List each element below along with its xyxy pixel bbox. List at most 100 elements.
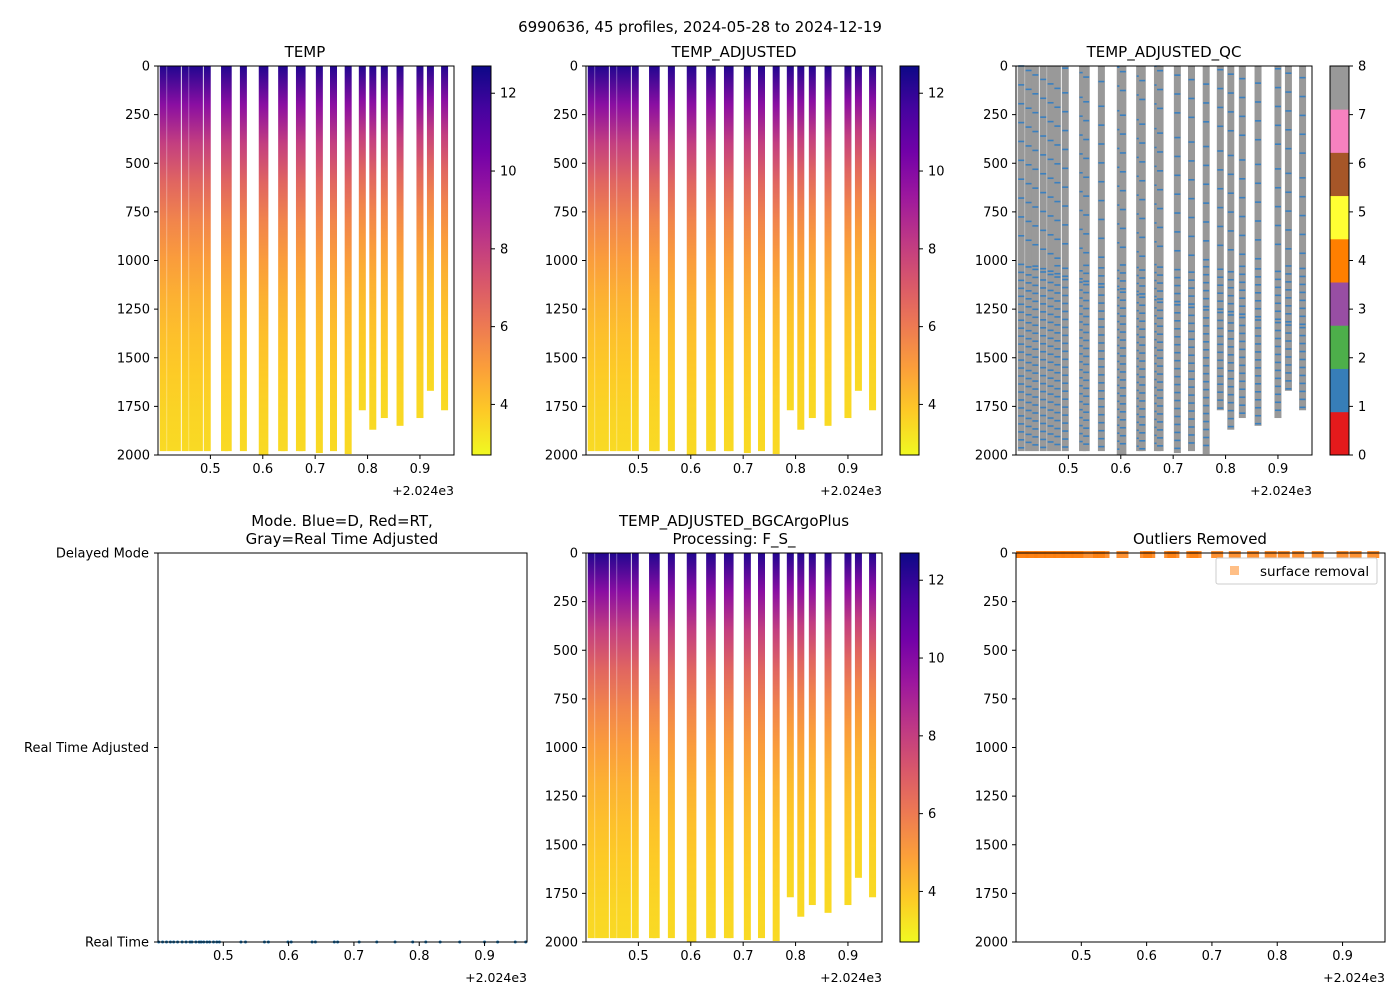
temp_adjusted_qc-profile-bar xyxy=(1119,66,1127,455)
temp-profile-bar xyxy=(224,66,232,452)
panel-temp-colorbar: 4 6 8 10 12 xyxy=(471,65,517,456)
panel-temp-adjusted-x-offset: +2.024e3 xyxy=(820,483,882,498)
temp-profile-bar xyxy=(344,66,352,455)
temp_adjusted-ytick-label: 1500 xyxy=(545,351,578,366)
temp_adjusted_qc-profile xyxy=(1138,66,1146,452)
temp-colorbar-tick-label: 12 xyxy=(500,87,517,102)
temp_adjusted-xtick-label: 0.6 xyxy=(680,462,701,477)
panel-temp-adjusted-qc-x-offset: +2.024e3 xyxy=(1250,483,1312,498)
temp-profile-bar xyxy=(380,66,388,419)
panel-temp-title: TEMP xyxy=(284,43,326,61)
outliers-marker xyxy=(1061,551,1074,558)
temp-profile-bar xyxy=(426,66,434,391)
temp_adjusted_bgc-profile-bar xyxy=(726,553,734,939)
outliers-ytick-label: 0 xyxy=(1000,547,1008,562)
outliers-marker xyxy=(1292,551,1305,558)
temp_adjusted-colorbar-tick-label: 8 xyxy=(928,242,936,257)
panel-temp-adjusted-qc-colorbar: 0 1 2 3 4 5 6 7 8 xyxy=(1329,60,1366,464)
outliers-ytick-label: 500 xyxy=(983,644,1008,659)
temp-xtick-label: 0.9 xyxy=(410,462,431,477)
temp_adjusted_qc-profile-bar xyxy=(1274,66,1282,419)
panel-outliers-title: Outliers Removed xyxy=(1133,530,1267,548)
temp_adjusted_qc-ytick-label: 500 xyxy=(983,157,1008,172)
temp_adjusted_qc-profile xyxy=(1097,66,1105,452)
temp-profile-bar xyxy=(358,66,366,411)
temp_adjusted-colorbar-frame xyxy=(899,65,920,456)
outliers-axes-frame xyxy=(1015,552,1386,943)
temp_adjusted-ytick-label: 250 xyxy=(553,108,578,123)
temp-colorbar-tick-label: 10 xyxy=(500,165,517,180)
temp_adjusted_qc-profile xyxy=(1119,66,1127,455)
legend-label: surface removal xyxy=(1260,564,1369,580)
temp_adjusted_bgc-colorbar-tick-label: 4 xyxy=(928,885,936,900)
temp-ytick-label: 250 xyxy=(125,108,150,123)
temp_adjusted_bgc-profile-bar xyxy=(808,553,816,906)
temp-xtick-label: 0.6 xyxy=(252,462,273,477)
temp_adjusted-profile-bar xyxy=(601,66,609,452)
temp_adjusted-profile-bar xyxy=(708,66,716,452)
outliers-marker xyxy=(1016,551,1029,558)
temp_adjusted_qc-colorbar-segment xyxy=(1330,411,1349,456)
temp_adjusted_qc-xtick-label: 0.7 xyxy=(1163,462,1184,477)
temp-profile-bar xyxy=(173,66,181,452)
temp_adjusted_bgc-profile-bar xyxy=(786,553,794,898)
temp_adjusted_bgc-profile-bar xyxy=(617,553,625,939)
panel-temp-adjusted-bgc-plot: 0.5 0.6 0.7 0.8 0.9 0 250 500 750 1000 1250 1500 175… xyxy=(545,547,883,964)
outliers-marker xyxy=(1043,551,1056,558)
temp_adjusted_bgc-profile-bar xyxy=(844,553,852,906)
temp_adjusted_qc-profile-bar xyxy=(1284,66,1292,391)
temp_adjusted_qc-profile-bar xyxy=(1238,66,1246,419)
outliers-xtick-label: 0.9 xyxy=(1332,949,1353,964)
temp_adjusted_bgc-profile-bar xyxy=(601,553,609,939)
temp_adjusted_qc-colorbar-tick-label: 7 xyxy=(1358,108,1366,123)
temp_adjusted-ytick-label: 500 xyxy=(553,157,578,172)
temp_adjusted_qc-colorbar-tick-label: 0 xyxy=(1358,449,1366,464)
temp-ytick-label: 500 xyxy=(125,157,150,172)
temp-xtick-label: 0.7 xyxy=(305,462,326,477)
temp_adjusted-colorbar-ramp xyxy=(900,66,919,455)
temp_adjusted_bgc-ytick-label: 1500 xyxy=(545,838,578,853)
temp_adjusted_qc-profile xyxy=(1254,66,1262,426)
temp_adjusted_qc-profile-bar xyxy=(1097,66,1105,452)
temp_adjusted-xtick-label: 0.9 xyxy=(838,462,859,477)
temp_adjusted-profile-bar xyxy=(631,66,639,452)
mode-ytick-label: Delayed Mode xyxy=(56,547,149,562)
temp_adjusted-ytick-label: 0 xyxy=(570,60,578,75)
temp_adjusted_qc-profile xyxy=(1188,66,1196,452)
panel-mode-x-offset: +2.024e3 xyxy=(465,970,527,985)
panel-temp-plot: 0.5 0.6 0.7 0.8 0.9 0 250 500 750 1000 1250 1500 175… xyxy=(117,60,455,477)
temp_adjusted_bgc-profile-bar xyxy=(854,553,862,878)
panel-outliers-x-offset: +2.024e3 xyxy=(1323,970,1385,985)
temp_adjusted_qc-xtick-label: 0.9 xyxy=(1268,462,1289,477)
temp_adjusted-xtick-label: 0.7 xyxy=(733,462,754,477)
outliers-marker xyxy=(1097,551,1110,558)
outliers-marker xyxy=(1277,551,1290,558)
temp_adjusted_qc-profile xyxy=(1156,66,1164,452)
outliers-marker xyxy=(1311,551,1324,558)
temp_adjusted_qc-colorbar-tick-label: 2 xyxy=(1358,351,1366,366)
temp_adjusted_bgc-colorbar-tick-label: 8 xyxy=(928,729,936,744)
panel-temp-adjusted-bgc-title-line-1: TEMP_ADJUSTED_BGCArgoPlus xyxy=(618,512,849,531)
temp-profile-bar xyxy=(181,66,189,452)
temp-profile-bar xyxy=(280,66,288,452)
temp_adjusted_bgc-colorbar-tick-label: 10 xyxy=(928,652,945,667)
temp_adjusted_qc-colorbar-segment xyxy=(1330,238,1349,283)
temp_adjusted-colorbar-tick-label: 12 xyxy=(928,87,945,102)
temp_adjusted-profile-bar xyxy=(652,66,660,452)
temp_adjusted_qc-xtick-label: 0.5 xyxy=(1058,462,1079,477)
temp_adjusted_bgc-profile-bar xyxy=(689,553,697,942)
temp_adjusted_qc-colorbar-segment xyxy=(1330,368,1349,413)
temp_adjusted-profile-bar xyxy=(808,66,816,419)
temp-colorbar-frame xyxy=(471,65,492,456)
temp_adjusted_qc-ytick-label: 2000 xyxy=(975,449,1008,464)
outliers-marker xyxy=(1167,551,1180,558)
outliers-marker xyxy=(1116,551,1129,558)
outliers-ytick-label: 250 xyxy=(983,595,1008,610)
outliers-xtick-label: 0.8 xyxy=(1267,949,1288,964)
temp_adjusted_qc-profile xyxy=(1053,66,1061,452)
panel-temp-adjusted-title: TEMP_ADJUSTED xyxy=(670,43,796,62)
temp_adjusted_bgc-profile-bar xyxy=(824,553,832,913)
panel-temp-x-offset: +2.024e3 xyxy=(392,483,454,498)
outliers-marker xyxy=(1189,551,1202,558)
temp_adjusted-profile-bar xyxy=(786,66,794,411)
